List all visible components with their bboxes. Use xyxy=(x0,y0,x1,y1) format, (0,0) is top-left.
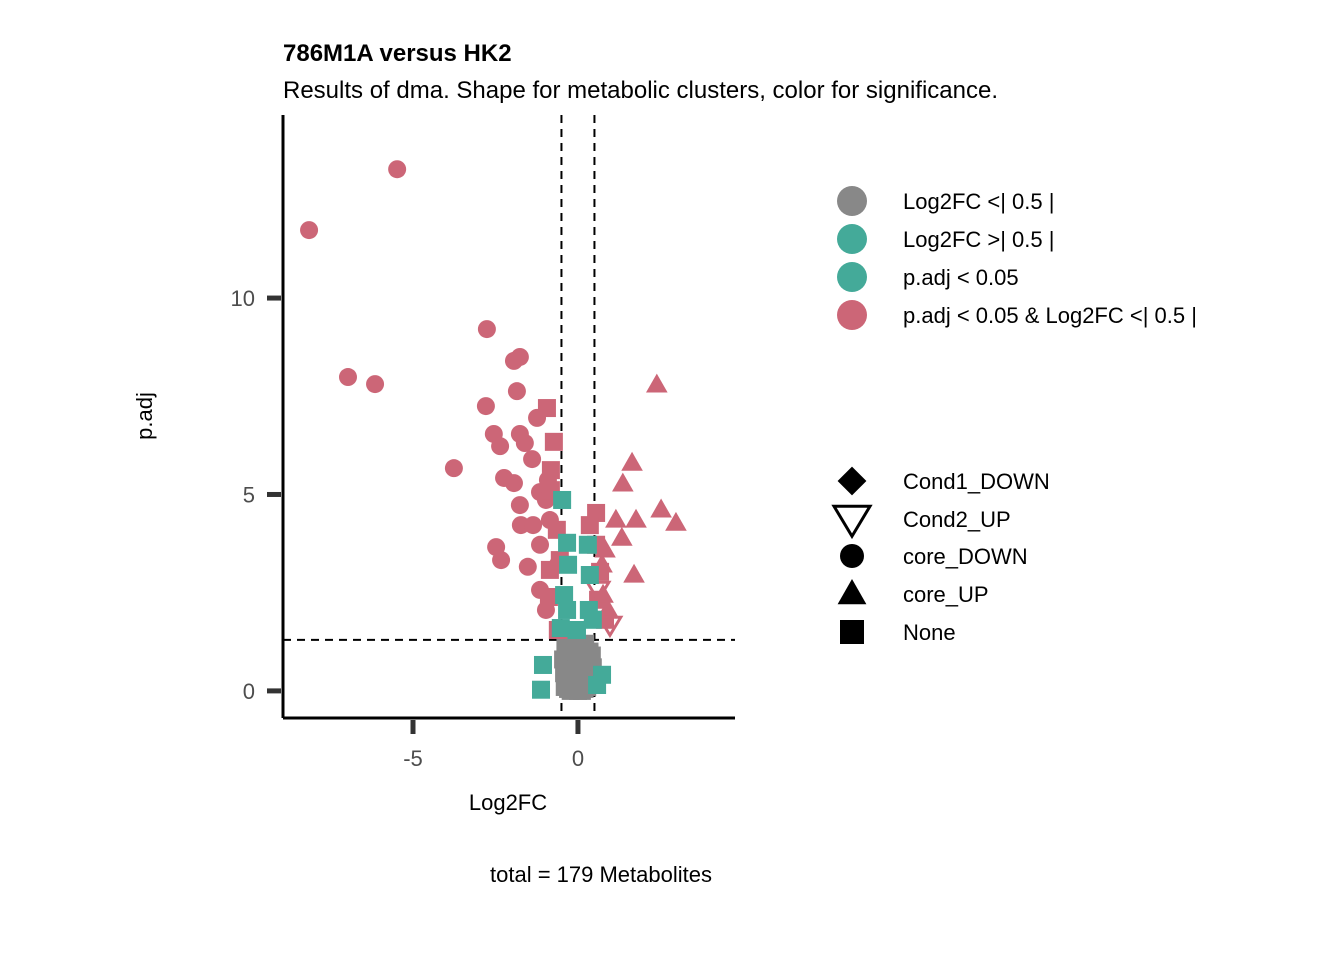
data-point xyxy=(623,563,645,583)
data-point xyxy=(568,681,587,700)
data-point xyxy=(580,566,599,585)
data-point xyxy=(388,160,407,179)
data-point xyxy=(558,600,577,619)
data-point xyxy=(476,397,495,416)
data-point xyxy=(492,551,511,570)
legend-color-label: p.adj < 0.05 & Log2FC <| 0.5 | xyxy=(903,303,1197,328)
data-point xyxy=(621,451,643,471)
data-point xyxy=(523,450,542,469)
y-axis-label: p.adj xyxy=(132,392,157,440)
axis-ticks: -5 0 0 5 10 xyxy=(231,286,585,771)
data-point xyxy=(594,538,616,558)
chart-title: 786M1A versus HK2 xyxy=(283,40,512,67)
data-point xyxy=(515,434,534,453)
data-point xyxy=(510,496,529,515)
x-axis-label: Log2FC xyxy=(469,790,547,815)
data-point xyxy=(597,598,619,618)
legend-color-key xyxy=(837,186,867,216)
data-points xyxy=(300,160,687,700)
data-point xyxy=(650,498,672,518)
legend-color-key xyxy=(837,262,867,292)
data-point xyxy=(578,652,597,671)
data-point xyxy=(366,375,385,394)
legend-shape-key-triangle-up xyxy=(837,579,867,605)
data-point xyxy=(646,373,668,393)
data-point xyxy=(544,432,563,451)
data-point xyxy=(583,610,602,629)
data-point xyxy=(507,382,526,401)
legend-shape-key-diamond xyxy=(837,466,867,496)
data-point xyxy=(611,526,633,546)
legend-color-key xyxy=(837,224,867,254)
legend-shape-label: core_UP xyxy=(903,582,989,607)
legend-shape-label: Cond1_DOWN xyxy=(903,469,1050,494)
data-point xyxy=(555,586,574,605)
data-point xyxy=(491,437,510,456)
data-point xyxy=(559,555,578,574)
legend: Log2FC <| 0.5 | Log2FC >| 0.5 | p.adj < 0.… xyxy=(831,186,1197,645)
data-point xyxy=(518,557,537,576)
data-point xyxy=(588,676,607,695)
data-point xyxy=(558,533,577,552)
chart-subtitle: Results of dma. Shape for metabolic clus… xyxy=(283,77,998,104)
legend-color-label: p.adj < 0.05 xyxy=(903,265,1019,290)
data-point xyxy=(533,655,552,674)
data-point xyxy=(665,511,687,531)
data-point xyxy=(477,320,496,339)
data-point xyxy=(338,368,357,387)
legend-color-label: Log2FC <| 0.5 | xyxy=(903,189,1054,214)
caption: total = 179 Metabolites xyxy=(490,862,712,887)
data-point xyxy=(444,459,463,478)
data-point xyxy=(539,588,558,607)
data-point xyxy=(553,490,572,509)
data-point xyxy=(531,535,550,554)
data-point xyxy=(532,680,551,699)
x-tick-label: -5 xyxy=(403,746,423,771)
legend-shape-label: core_DOWN xyxy=(903,544,1028,569)
legend-shape-label: Cond2_UP xyxy=(903,507,1011,532)
legend-color-key xyxy=(837,300,867,330)
data-point xyxy=(605,508,627,528)
data-point xyxy=(300,221,319,240)
data-point xyxy=(504,474,523,493)
plot-panel xyxy=(283,115,735,718)
data-point xyxy=(567,621,586,640)
data-point xyxy=(596,615,624,639)
data-point xyxy=(551,619,570,638)
legend-shape-key-triangle-down-open xyxy=(831,504,873,540)
legend-shape-key-circle xyxy=(840,544,864,568)
y-tick-label: 0 xyxy=(243,679,255,704)
data-point xyxy=(612,472,634,492)
data-point xyxy=(510,347,529,366)
legend-shape-label: None xyxy=(903,620,956,645)
data-point xyxy=(541,461,560,480)
y-tick-label: 5 xyxy=(243,482,255,507)
data-point xyxy=(580,516,599,535)
legend-color-label: Log2FC >| 0.5 | xyxy=(903,227,1054,252)
data-point xyxy=(578,535,597,554)
x-tick-label: 0 xyxy=(572,746,584,771)
y-tick-label: 10 xyxy=(231,286,255,311)
data-point xyxy=(524,516,543,535)
data-point xyxy=(625,508,647,528)
legend-shape-key-square xyxy=(840,620,864,644)
data-point xyxy=(537,399,556,418)
